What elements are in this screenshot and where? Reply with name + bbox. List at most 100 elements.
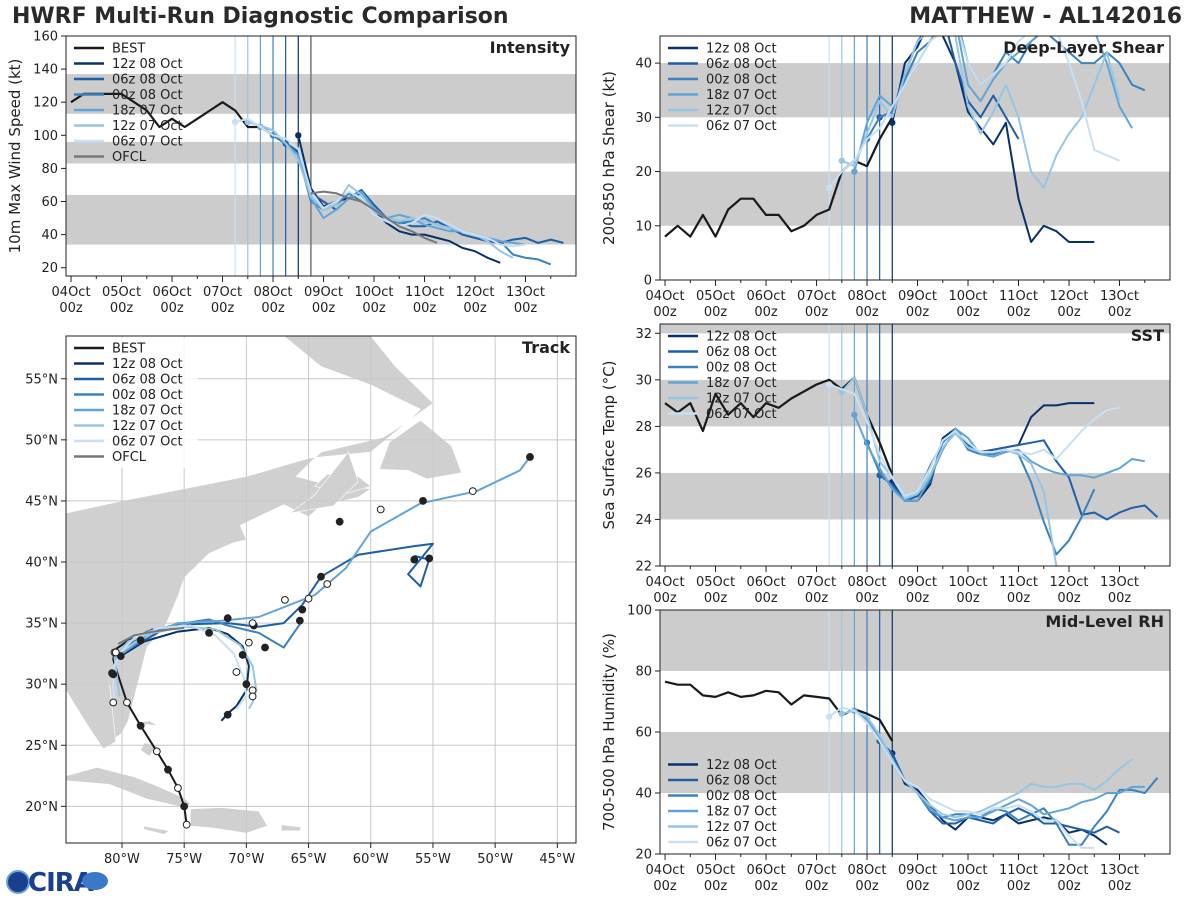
rh-x-tick-label-date: 06Oct — [747, 863, 786, 878]
rh-init-point-12z-07-oct — [838, 710, 845, 717]
rh-x-tick-label-hour: 00z — [704, 879, 728, 894]
track-y-tick-label: 40°N — [25, 556, 58, 571]
track-y-tick-label: 20°N — [25, 800, 58, 815]
shear-legend-label: 12z 07 Oct — [706, 104, 777, 119]
shear-x-tick-label-hour: 00z — [754, 305, 778, 320]
track-y-tick-label: 35°N — [25, 617, 58, 632]
rh-x-tick-label-hour: 00z — [1057, 879, 1081, 894]
shear-series-06z-07-oct — [828, 36, 1120, 189]
rh-y-tick-label: 100 — [627, 604, 652, 619]
track-position-marker-12z-07-oct — [109, 698, 118, 707]
sst-x-tick-label-hour: 00z — [1007, 591, 1031, 606]
sst-x-tick-label-date: 13Oct — [1100, 575, 1139, 590]
hurricane-icon — [82, 872, 108, 890]
track-position-marker-18z-07-oct — [323, 580, 332, 588]
intensity-legend-label: BEST — [112, 42, 145, 57]
shear-x-tick-label-date: 07Oct — [797, 289, 836, 304]
shear-legend-label: 18z 07 Oct — [706, 88, 777, 103]
sst-x-tick-label-date: 07Oct — [797, 575, 836, 590]
sst-x-tick-label-hour: 00z — [855, 591, 879, 606]
sst-series-06z-07-oct — [828, 383, 1120, 498]
rh-x-tick-label-hour: 00z — [805, 879, 829, 894]
rh-series-06z-07-oct — [828, 706, 1095, 849]
sst-y-tick-label: 24 — [635, 513, 652, 528]
intensity-x-tick-label-date: 08Oct — [254, 285, 293, 300]
sst-legend-label: 18z 07 Oct — [706, 376, 777, 391]
intensity-x-tick-label-hour: 00z — [463, 301, 487, 316]
intensity-x-tick-label-hour: 00z — [413, 301, 437, 316]
shear-x-tick-label-hour: 00z — [855, 305, 879, 320]
track-y-tick-label: 45°N — [25, 494, 58, 509]
intensity-init-point-12z-08-oct — [295, 132, 302, 139]
shear-x-tick-label-date: 05Oct — [696, 289, 735, 304]
sst-x-tick-label-hour: 00z — [653, 591, 677, 606]
shear-y-tick-label: 20 — [635, 165, 652, 180]
intensity-y-axis-label: 10m Max Wind Speed (kt) — [6, 59, 24, 254]
sst-x-tick-label-date: 05Oct — [696, 575, 735, 590]
sst-legend-label: 06z 07 Oct — [706, 407, 777, 422]
shear-threshold-band — [660, 171, 1170, 226]
rh-init-point-06z-07-oct — [825, 713, 833, 720]
intensity-legend-label: 12z 08 Oct — [112, 57, 183, 72]
track-position-marker-18z-07-oct — [376, 505, 385, 514]
sst-legend-label: 06z 08 Oct — [706, 345, 777, 360]
shear-panel-title: Deep-Layer Shear — [1003, 38, 1164, 57]
sst-x-tick-label-hour: 00z — [956, 591, 980, 606]
rh-chart: 2040608010004Oct00z05Oct00z06Oct00z07Oct… — [600, 604, 1171, 894]
land-polygon — [66, 766, 191, 808]
rh-plot-area — [660, 610, 1170, 854]
track-legend-label: 06z 07 Oct — [112, 435, 183, 450]
rh-legend-label: 06z 07 Oct — [706, 836, 777, 851]
rh-y-axis-label: 700-500 hPa Humidity (%) — [600, 633, 618, 831]
sst-x-tick-label-date: 12Oct — [1049, 575, 1088, 590]
sst-series-12z-07-oct — [841, 376, 1058, 566]
land-polygon — [379, 419, 463, 480]
rh-x-tick-label-date: 05Oct — [696, 863, 735, 878]
track-legend-box — [68, 338, 198, 468]
intensity-legend-label: 18z 07 Oct — [112, 104, 183, 119]
track-legend-label: 06z 08 Oct — [112, 373, 183, 388]
sst-y-axis-label: Sea Surface Temp (°C) — [600, 360, 618, 529]
intensity-y-tick-label: 160 — [33, 30, 58, 45]
track-position-marker-best — [123, 698, 131, 707]
track-position-marker-18z-07-oct — [419, 497, 427, 505]
intensity-series-06z-07-oct — [234, 117, 526, 248]
intensity-legend-label: 12z 07 Oct — [112, 119, 183, 134]
intensity-x-tick-label-date: 04Oct — [52, 285, 91, 300]
shear-x-tick-label-hour: 00z — [1108, 305, 1132, 320]
track-position-marker-06z-07-oct — [281, 595, 289, 604]
rh-y-tick-label: 60 — [635, 726, 652, 741]
cira-logo: CIRA — [4, 866, 114, 898]
track-position-marker-06z-08-oct — [410, 555, 419, 564]
track-y-tick-label: 30°N — [25, 678, 58, 693]
shear-frame — [659, 35, 1171, 281]
intensity-legend-label: 06z 07 Oct — [112, 135, 183, 150]
intensity-chart: 2040608010012014016004Oct00z05Oct00z06Oc… — [6, 30, 577, 316]
rh-x-tick-label-date: 09Oct — [898, 863, 937, 878]
globe-icon — [6, 870, 30, 894]
intensity-x-tick-label-date: 09Oct — [304, 285, 343, 300]
shear-x-tick-label-date: 09Oct — [898, 289, 937, 304]
sst-chart: 22242628303204Oct00z05Oct00z06Oct00z07Oc… — [600, 323, 1171, 606]
shear-plot-area — [660, 36, 1170, 280]
intensity-y-tick-label: 60 — [41, 195, 58, 210]
intensity-legend-label: OFCL — [112, 150, 147, 165]
track-position-marker-best — [136, 636, 145, 645]
sst-x-tick-label-date: 10Oct — [949, 575, 988, 590]
track-position-marker-best — [164, 765, 172, 774]
rh-x-tick-label-hour: 00z — [906, 879, 930, 894]
rh-legend-label: 12z 07 Oct — [706, 820, 777, 835]
track-x-tick-label: 65°W — [291, 852, 327, 867]
track-position-marker-00z-08-oct — [295, 616, 304, 625]
land-polygon — [289, 451, 359, 514]
rh-x-tick-label-date: 07Oct — [797, 863, 836, 878]
shear-legend-label: 06z 07 Oct — [706, 119, 777, 134]
rh-x-tick-label-date: 13Oct — [1100, 863, 1139, 878]
intensity-init-point-06z-07-oct — [231, 118, 239, 126]
intensity-x-tick-label-hour: 00z — [312, 301, 336, 316]
track-position-marker-12z-07-oct — [248, 692, 257, 701]
rh-threshold-band — [660, 732, 1170, 793]
shear-legend-label: 00z 08 Oct — [706, 73, 777, 88]
shear-x-tick-label-hour: 00z — [1007, 305, 1031, 320]
rh-legend-label: 12z 08 Oct — [706, 758, 777, 773]
